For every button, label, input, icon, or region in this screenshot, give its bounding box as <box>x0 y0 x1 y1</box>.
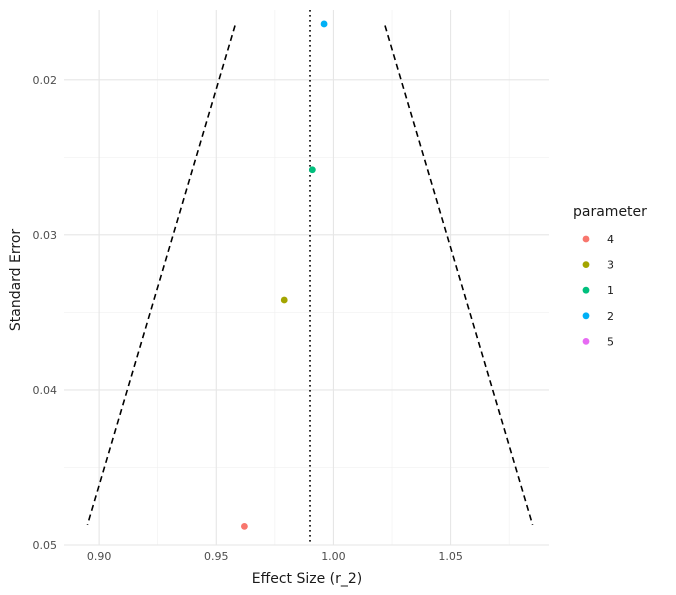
data-point-4 <box>241 522 248 530</box>
legend-label-3: 3 <box>607 259 614 272</box>
data-point-3 <box>280 296 288 304</box>
grid-layer <box>64 10 549 546</box>
legend-label-5: 5 <box>607 335 614 348</box>
y-tick-label: 0.02 <box>33 74 58 87</box>
y-tick-label: 0.04 <box>33 384 58 397</box>
legend: parameter 4 3 1 2 5 <box>573 204 647 348</box>
data-point-2 <box>320 20 328 28</box>
legend-label-2: 2 <box>607 310 614 323</box>
y-tick-label: 0.03 <box>33 229 58 242</box>
legend-key-1 <box>582 286 590 294</box>
legend-key-3 <box>582 261 590 268</box>
legend-key-4 <box>582 235 590 243</box>
x-tick-label: 0.95 <box>204 550 229 563</box>
legend-title: parameter <box>573 204 647 220</box>
points-layer <box>241 20 328 530</box>
y-axis-title: Standard Error <box>8 229 24 332</box>
x-tick-label: 1.00 <box>321 550 346 563</box>
x-tick-label: 1.05 <box>438 550 463 563</box>
legend-key-2 <box>582 312 590 320</box>
y-tick-label: 0.05 <box>33 539 58 552</box>
x-tick-label: 0.90 <box>87 550 112 563</box>
lines-layer <box>86 10 534 545</box>
legend-key-5 <box>582 338 590 345</box>
funnel-line <box>384 25 534 526</box>
x-axis-title: Effect Size (r_2) <box>252 571 363 587</box>
tick-labels: 0.90 0.95 1.00 1.05 0.02 0.03 0.04 0.05 <box>33 74 463 563</box>
funnel-line <box>86 25 236 526</box>
legend-label-1: 1 <box>607 284 614 297</box>
data-point-1 <box>308 166 316 174</box>
legend-label-4: 4 <box>607 233 614 246</box>
